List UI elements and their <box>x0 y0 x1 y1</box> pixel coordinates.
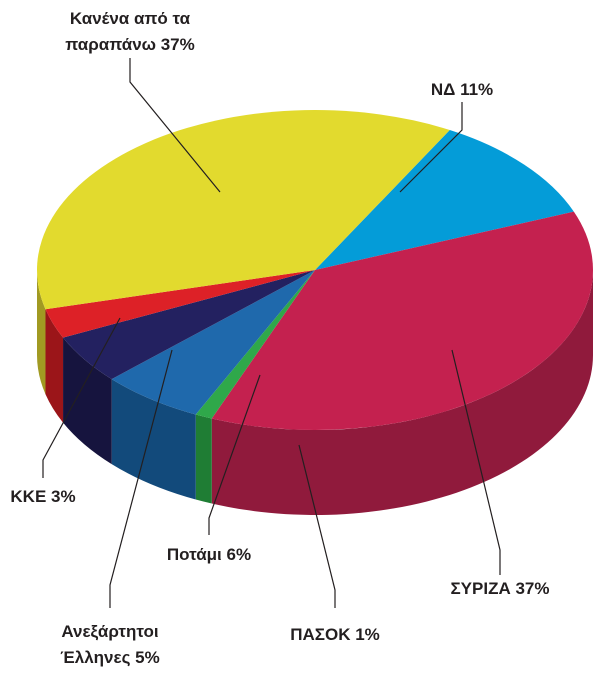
leader-line-nd <box>399 102 463 193</box>
slice-labels: ΝΔ 11% ΣΥΡΙΖΑ 37% ΠΑΣΟΚ 1% Ποτάμι 6% Ανεξάρτ… <box>10 9 549 667</box>
label-kke: ΚΚΕ 3% <box>10 487 75 506</box>
pie-slice-pasok <box>195 270 315 419</box>
label-nd: ΝΔ 11% <box>431 80 493 99</box>
label-kanena-line-2: παραπάνω 37% <box>65 35 195 54</box>
label-kanena-line-1: Κανένα από τα <box>70 9 191 28</box>
pie-side-anel <box>63 337 112 465</box>
leader-line-potami <box>208 374 261 535</box>
leader-line-pasok <box>298 444 336 608</box>
label-anel-line-2: Έλληνες 5% <box>60 648 159 667</box>
pie-side-potami <box>111 379 196 500</box>
label-pasok: ΠΑΣΟΚ 1% <box>290 625 380 644</box>
pie-side-kke <box>45 309 64 423</box>
pie-side-syriza <box>211 270 593 515</box>
label-anel-line-1: Ανεξάρτητοι <box>61 622 158 641</box>
label-potami: Ποτάμι 6% <box>167 545 251 564</box>
pie-slices <box>37 110 593 431</box>
label-syriza: ΣΥΡΙΖΑ 37% <box>450 579 549 598</box>
leader-line-kanena <box>129 58 221 193</box>
leader-line-kke <box>42 317 121 478</box>
leader-line-anel <box>109 349 173 608</box>
pie-side-pasok <box>195 414 212 504</box>
leader-line-syriza <box>451 349 501 575</box>
pie-side-walls <box>37 270 593 515</box>
pie-slice-anel <box>63 270 316 380</box>
leader-lines <box>42 58 501 608</box>
pie-slice-nd <box>315 130 574 270</box>
pie-slice-kanena <box>37 110 450 310</box>
pie-side-kanena <box>37 270 46 395</box>
pie-slice-syriza <box>211 211 593 431</box>
pie-slice-kke <box>45 270 315 338</box>
pie-slice-potami <box>111 270 315 415</box>
